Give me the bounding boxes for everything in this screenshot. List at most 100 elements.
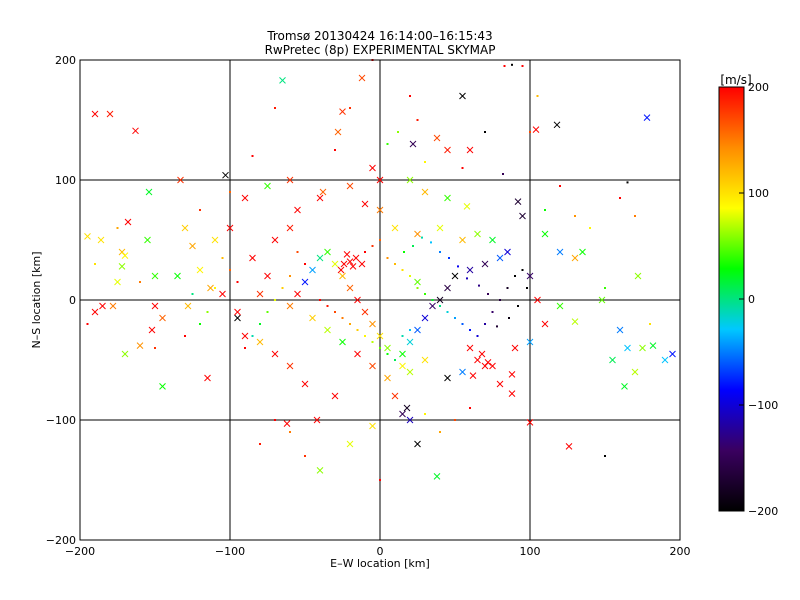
data-point-x <box>376 206 384 214</box>
data-point-x <box>97 236 105 244</box>
data-point-x <box>177 176 184 184</box>
data-point-x <box>159 383 166 390</box>
data-point-x <box>444 146 451 154</box>
data-point-dot <box>448 257 450 259</box>
data-point-x <box>339 272 346 280</box>
colorbar-tick-label: −200 <box>748 505 778 518</box>
data-point-x <box>151 302 159 310</box>
data-point-dot <box>341 317 344 319</box>
data-point-x <box>414 440 421 448</box>
y-tick-label: 200 <box>55 54 76 67</box>
data-point-x <box>478 350 486 358</box>
data-point-x <box>444 194 451 202</box>
data-point-x <box>264 182 271 190</box>
data-point-dot <box>604 455 606 457</box>
data-point-dot <box>364 335 366 337</box>
plot-points <box>84 59 676 481</box>
data-point-dot <box>544 209 546 211</box>
data-point-dot <box>334 311 336 313</box>
data-point-x <box>504 248 511 256</box>
data-point-x <box>91 308 99 316</box>
data-point-x <box>313 416 321 424</box>
data-point-x <box>414 230 421 238</box>
data-point-x <box>466 266 474 274</box>
data-point-dot <box>484 323 486 325</box>
data-point-x <box>286 302 294 310</box>
data-point-x <box>489 362 496 370</box>
data-point-dot <box>536 95 539 97</box>
data-point-x <box>403 404 411 412</box>
data-point-dot <box>439 251 441 253</box>
data-point-x <box>319 188 327 196</box>
data-point-dot <box>506 287 509 289</box>
data-point-x <box>124 218 132 226</box>
data-point-x <box>159 314 166 322</box>
data-point-dot <box>379 347 381 349</box>
data-point-x <box>391 224 399 232</box>
x-tick-label: 200 <box>670 545 691 558</box>
data-point-x <box>526 272 534 280</box>
data-point-x <box>324 326 331 334</box>
data-point-x <box>496 380 504 388</box>
data-point-x <box>340 260 348 268</box>
data-point-dot <box>379 479 381 481</box>
data-point-x <box>121 252 129 259</box>
data-point-x <box>669 350 676 358</box>
data-point-x <box>534 296 541 304</box>
data-point-dot <box>559 185 561 187</box>
data-point-x <box>649 342 657 349</box>
data-point-x <box>489 236 496 244</box>
data-point-x <box>459 368 466 376</box>
data-point-x <box>148 326 156 334</box>
data-point-dot <box>421 236 423 239</box>
data-point-x <box>609 356 616 364</box>
data-point-dot <box>461 167 464 169</box>
data-point-x <box>331 392 339 400</box>
data-point-dot <box>649 323 651 325</box>
data-point-x <box>151 272 159 280</box>
data-point-dot <box>409 329 411 331</box>
data-point-x <box>541 320 549 328</box>
data-point-dot <box>521 65 524 67</box>
data-point-x <box>406 416 414 424</box>
y-tick-label: 0 <box>69 294 76 307</box>
data-point-dot <box>94 263 96 265</box>
data-point-x <box>421 188 429 196</box>
data-point-dot <box>521 269 524 271</box>
data-point-dot <box>274 299 276 301</box>
data-point-dot <box>424 293 426 295</box>
data-point-dot <box>266 311 269 313</box>
data-point-dot <box>424 161 426 163</box>
data-point-dot <box>484 131 486 133</box>
data-point-dot <box>289 275 291 277</box>
data-point-dot <box>514 275 516 277</box>
data-point-x <box>249 254 256 262</box>
data-point-dot <box>487 293 489 295</box>
data-point-x <box>463 203 471 210</box>
x-tick-label: −200 <box>65 545 95 558</box>
data-point-dot <box>394 263 396 265</box>
y-tick-label: −200 <box>46 534 76 547</box>
data-point-dot <box>499 299 501 301</box>
data-point-x <box>354 350 361 358</box>
data-point-x <box>556 302 564 310</box>
data-point-dot <box>244 347 246 349</box>
data-point-x <box>361 308 369 316</box>
data-point-x <box>234 314 241 322</box>
data-point-x <box>661 356 669 364</box>
data-point-x <box>532 126 540 133</box>
data-point-dot <box>229 269 231 271</box>
data-point-x <box>429 302 436 310</box>
data-point-dot <box>589 227 591 229</box>
data-point-dot <box>469 329 471 331</box>
data-point-x <box>384 344 391 352</box>
data-point-x <box>399 362 406 370</box>
data-point-x <box>346 258 354 265</box>
data-point-x <box>621 383 628 390</box>
data-point-x <box>219 290 226 298</box>
colorbar-title: [m/s] <box>720 73 751 87</box>
colorbar-tick-label: 0 <box>748 293 755 306</box>
data-point-x <box>444 374 451 382</box>
data-point-x <box>334 128 342 136</box>
y-axis: −200 −100 0 100 200 <box>46 54 680 547</box>
